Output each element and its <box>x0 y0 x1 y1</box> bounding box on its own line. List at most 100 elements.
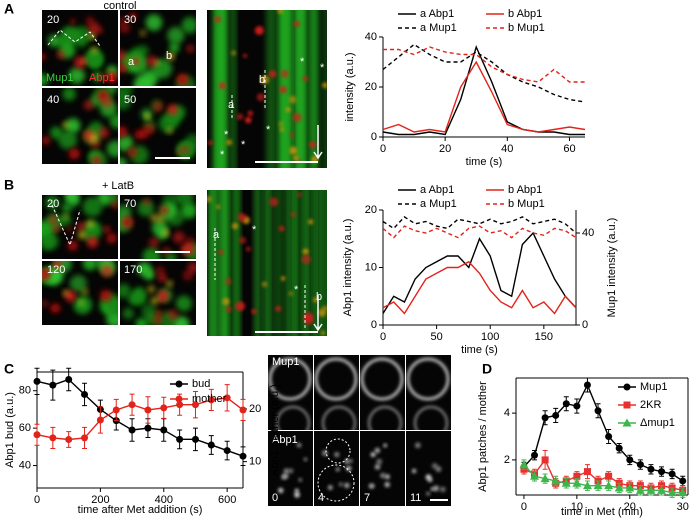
blob <box>92 71 103 83</box>
blob <box>158 274 167 283</box>
marker <box>647 465 655 473</box>
y-axis-label: intensity (a.u.) <box>344 52 356 121</box>
marker <box>33 377 41 385</box>
blob <box>275 305 281 312</box>
kymo-label: b <box>259 74 265 86</box>
blob <box>245 246 251 252</box>
blob <box>327 485 333 490</box>
blob <box>135 317 148 325</box>
blob <box>42 232 59 250</box>
blob <box>370 484 375 489</box>
blob <box>61 27 79 45</box>
blob <box>120 63 127 73</box>
blob <box>214 15 222 23</box>
y2-axis-label: Mup1 intensity (a.u.) <box>606 218 618 318</box>
x-axis-label: time after Met addition (s) <box>78 504 203 516</box>
blob <box>411 468 417 474</box>
legend-label: a Abp1 <box>420 184 454 196</box>
x-tick-label: 150 <box>535 331 553 343</box>
series-line <box>523 464 683 494</box>
blob <box>69 274 87 293</box>
series-line <box>382 215 577 234</box>
y-tick-label: 10 <box>365 261 377 273</box>
panel-label: A <box>4 1 14 17</box>
frame-label: 20 <box>47 14 59 26</box>
kymo-label: b <box>316 291 322 303</box>
legend-label: mother <box>192 393 227 405</box>
x-tick-label: 0 <box>521 501 527 513</box>
blob <box>345 465 352 472</box>
blob <box>169 42 180 54</box>
marker <box>223 447 231 455</box>
image <box>120 88 196 164</box>
blob <box>278 121 284 127</box>
y-tick-label: 20 <box>365 81 377 93</box>
blob <box>302 76 308 82</box>
marker <box>81 434 89 442</box>
streak <box>323 10 327 168</box>
cell-outline <box>317 464 355 502</box>
blob <box>313 297 318 303</box>
blob <box>145 14 163 31</box>
image <box>120 12 196 86</box>
image <box>42 88 118 164</box>
image <box>120 261 196 325</box>
blob <box>81 288 88 295</box>
blob <box>99 73 106 81</box>
blob <box>224 278 232 285</box>
legend-label: b Mup1 <box>508 22 545 34</box>
marker <box>65 375 73 383</box>
streak <box>254 190 261 336</box>
blob <box>236 113 244 121</box>
blob <box>144 113 149 118</box>
streak <box>266 10 277 168</box>
blob <box>104 297 118 315</box>
channel-label: Mup1 <box>46 72 74 84</box>
legend-label: 2KR <box>640 399 661 411</box>
kymo-mark: * <box>266 124 271 136</box>
series-line <box>382 231 577 314</box>
blob <box>261 281 268 288</box>
panel-label: B <box>4 177 14 193</box>
kymo-mark: * <box>300 56 305 68</box>
y-axis-label: Abp1 intensity (a.u.) <box>342 219 354 317</box>
blob <box>282 473 289 480</box>
series-line <box>383 46 585 83</box>
streak <box>313 190 317 336</box>
blob <box>289 146 298 155</box>
y-tick-label: 80 <box>19 385 31 397</box>
blob <box>155 60 160 66</box>
channel-label: Abp1 <box>272 434 298 446</box>
x-axis-label: time in Met (min) <box>561 506 643 518</box>
marker <box>175 395 183 403</box>
blob <box>256 93 265 102</box>
streak <box>263 190 270 336</box>
marker <box>623 383 631 391</box>
image <box>42 195 118 251</box>
frame-label: 120 <box>47 264 65 276</box>
marker <box>96 416 104 424</box>
blob <box>426 491 431 496</box>
x-tick-label: 60 <box>563 143 575 155</box>
channel-label: Abp1 <box>89 72 115 84</box>
blob <box>278 225 285 232</box>
kymo-mark: * <box>224 129 229 141</box>
blob <box>181 202 196 219</box>
blob <box>131 57 140 66</box>
blob <box>66 226 73 233</box>
x-tick-label: 20 <box>624 501 636 513</box>
blob <box>320 330 326 336</box>
streak <box>230 190 237 336</box>
marker <box>622 418 632 427</box>
streak <box>217 10 223 168</box>
blob <box>137 200 155 217</box>
blob <box>322 82 327 89</box>
blob <box>106 140 118 158</box>
blob <box>186 45 194 53</box>
legend-label: a Mup1 <box>420 198 457 210</box>
blob <box>335 467 340 472</box>
blob <box>156 214 165 223</box>
blob <box>103 226 110 233</box>
x-tick-label: 600 <box>218 494 236 506</box>
x-tick-label: 200 <box>91 494 109 506</box>
